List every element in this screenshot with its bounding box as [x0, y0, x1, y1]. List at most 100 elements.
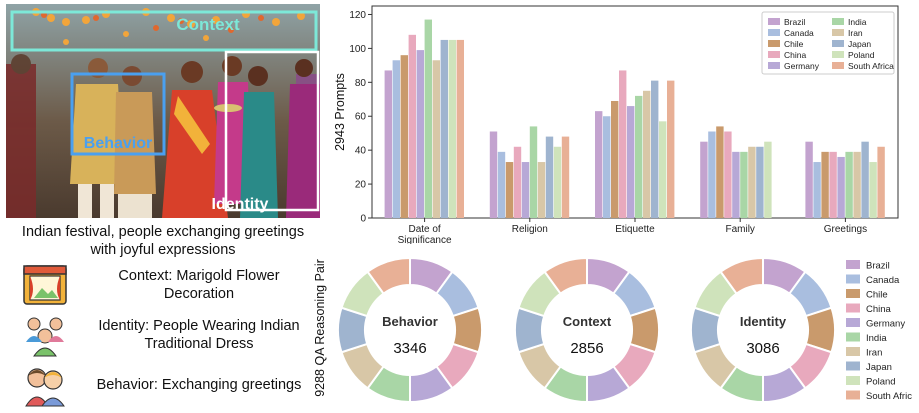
- donut-legend-label: China: [866, 304, 892, 315]
- donut-legend-label: Iran: [866, 348, 882, 359]
- y-tick-label: 60: [355, 112, 367, 123]
- legend-swatch: [832, 40, 844, 47]
- bar: [845, 151, 853, 218]
- y-tick-label: 40: [355, 146, 367, 157]
- y-tick-label: 0: [360, 214, 366, 225]
- bar: [619, 70, 627, 218]
- bar: [448, 39, 456, 218]
- donut-legend-swatch: [846, 347, 860, 356]
- festival-photo: Context Behavior Identity: [6, 4, 320, 218]
- donut-legend-label: South Africa: [866, 391, 912, 402]
- context-box-label: Context: [176, 15, 240, 34]
- donut-legend-swatch: [846, 274, 860, 284]
- prompts-bar-chart: 0 20 40 60 80 100 120 2943 Prompts Date ofSignif…: [333, 5, 899, 244]
- bar: [432, 60, 440, 218]
- donut-legend-label: Canada: [866, 275, 900, 286]
- bar: [595, 111, 603, 218]
- context-legend-row: Context: Marigold Flower Decoration: [22, 262, 322, 308]
- bar: [813, 162, 821, 218]
- donut-legend-swatch: [846, 289, 860, 298]
- bar: [611, 100, 619, 218]
- donut-legend-label: Japan: [866, 362, 892, 373]
- bar: [489, 131, 498, 218]
- bar: [716, 126, 724, 218]
- legend-label: Chile: [784, 39, 804, 49]
- bar: [643, 90, 651, 218]
- behavior-box-label: Behavior: [84, 135, 152, 152]
- legend-label: Brazil: [784, 17, 805, 27]
- bar: [748, 146, 756, 218]
- identity-line-1: Identity: People Wearing Indian: [98, 318, 300, 334]
- bar: [529, 126, 538, 218]
- y-tick-label: 100: [349, 44, 366, 55]
- x-tick-label: Greetings: [824, 224, 867, 235]
- bar: [553, 146, 562, 218]
- bar: [700, 141, 708, 218]
- bar: [732, 151, 740, 218]
- bar: [635, 95, 643, 218]
- bar: [505, 162, 514, 218]
- bar: [764, 141, 772, 218]
- behavior-box: [70, 72, 166, 156]
- x-tick-label: Family: [725, 224, 754, 235]
- donut-legend-label: Germany: [866, 319, 905, 330]
- legend-swatch: [768, 29, 780, 36]
- bar: [440, 39, 448, 218]
- x-tick-label: Etiquette: [615, 224, 655, 235]
- identity-box: [224, 50, 320, 212]
- identity-box-label: Identity: [212, 196, 269, 213]
- donut-slice: [543, 256, 588, 295]
- bar: [521, 162, 530, 218]
- donut-legend-swatch: [846, 390, 860, 400]
- x-tick-label: Significance: [398, 235, 452, 244]
- bar: [424, 19, 432, 219]
- donut-legend-swatch: [846, 260, 860, 269]
- donut-legend-swatch: [846, 303, 860, 313]
- bar: [869, 162, 877, 218]
- legend-swatch: [768, 51, 780, 58]
- identity-line-2: Traditional Dress: [144, 336, 254, 352]
- donut-y-label: 9288 QA Reasoning Pair: [313, 259, 327, 397]
- bar: [708, 131, 716, 218]
- legend-swatch: [832, 62, 844, 69]
- bar: [416, 50, 424, 218]
- legend-swatch: [832, 29, 844, 36]
- bar: [756, 146, 764, 218]
- bar: [456, 39, 464, 218]
- qa-pairs-donut-charts: 9288 QA Reasoning Pair Behavior 3346 Contex…: [313, 256, 912, 404]
- donut-total: 2856: [570, 340, 603, 357]
- legend-swatch: [768, 18, 780, 25]
- greeting-friends-icon: [22, 362, 68, 408]
- y-tick-label: 120: [349, 10, 366, 21]
- bar: [513, 146, 522, 218]
- legend-box: [761, 11, 895, 75]
- donut-legend-label: Chile: [866, 290, 888, 301]
- bar: [805, 141, 813, 218]
- behavior-line-1: Behavior: Exchanging greetings: [96, 377, 302, 393]
- legend-label: Canada: [784, 28, 814, 38]
- stage-curtain-icon: [22, 262, 68, 308]
- donut-legend-swatch: [846, 361, 860, 371]
- donut-legend-label: Brazil: [866, 261, 890, 272]
- caption-line-1: Indian festival, people exchanging greet…: [21, 224, 305, 240]
- bar: [537, 162, 546, 218]
- bar: [724, 131, 732, 218]
- context-line-2: Decoration: [163, 286, 235, 302]
- identity-legend-row: Identity: People Wearing Indian Traditio…: [22, 312, 322, 358]
- bar: [408, 34, 416, 218]
- donut-name: Context: [563, 314, 612, 329]
- legend-label: Poland: [848, 50, 875, 60]
- y-tick-label: 20: [355, 180, 367, 191]
- donut-name: Behavior: [382, 314, 438, 329]
- donut-slice: [366, 256, 411, 295]
- caption-line-2: with joyful expressions: [90, 242, 236, 258]
- bar: [651, 80, 659, 219]
- bar: [545, 136, 554, 218]
- x-tick-label: Date of: [408, 224, 440, 235]
- bar: [384, 70, 392, 218]
- context-line-1: Context: Marigold Flower: [118, 268, 280, 284]
- bar: [740, 151, 748, 218]
- identity-legend-text: Identity: People Wearing Indian Traditio…: [74, 312, 324, 358]
- bar: [821, 151, 829, 218]
- x-tick-label: Religion: [512, 224, 548, 235]
